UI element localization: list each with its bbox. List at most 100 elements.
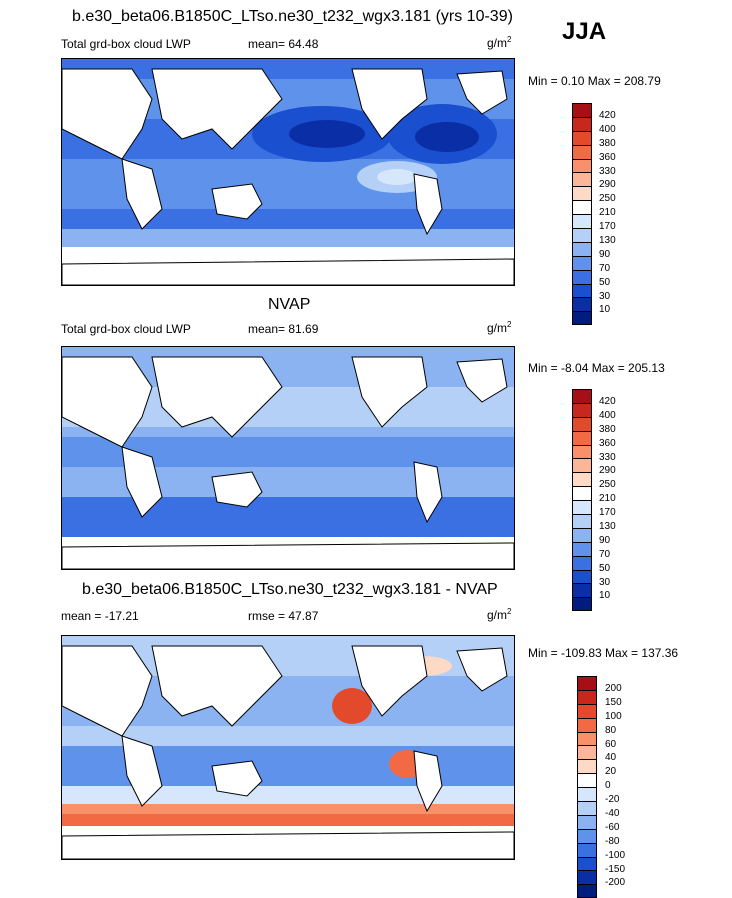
colorbar-segment — [572, 500, 592, 515]
colorbar-segment — [572, 158, 592, 173]
panel-3-map — [61, 635, 515, 860]
colorbar-tick-label: 380 — [599, 423, 616, 435]
colorbar-segment — [577, 745, 597, 760]
colorbar-segment — [572, 472, 592, 487]
colorbar-tick-label: 30 — [599, 290, 611, 302]
colorbar-tick-label: 200 — [605, 683, 622, 694]
panel-1-map — [61, 58, 515, 286]
colorbar-segment — [572, 458, 592, 473]
colorbar-segment — [577, 703, 597, 718]
colorbar-tick-label: 50 — [599, 562, 611, 574]
colorbar-segment — [572, 297, 592, 312]
colorbar-tick-label: 360 — [599, 151, 616, 163]
colorbar-segment — [572, 402, 592, 417]
colorbar-tick-label: -80 — [605, 835, 620, 847]
colorbar-tick-label: 130 — [599, 521, 616, 533]
panel-3-units: g/m2 — [487, 607, 512, 622]
colorbar-tick-label: 420 — [599, 396, 616, 407]
panel-3-title: b.e30_beta06.B1850C_LTso.ne30_t232_wgx3.… — [82, 581, 498, 598]
panel-3-colorbar-ticks: 200 150 100 80 60 40 20 0 -20 -40 -60 -80 -100 -150 -2… — [605, 682, 625, 890]
season-label: JJA — [562, 18, 607, 45]
panel-1-colorbar-ticks: 420 400 380 360 330 290 250 210 170 130 90 70 50 30 10 — [599, 109, 616, 317]
colorbar-segment — [577, 676, 597, 690]
colorbar-tick-label: 400 — [599, 123, 616, 135]
colorbar-segment — [577, 689, 597, 704]
colorbar-segment — [572, 144, 592, 159]
panel-2-min-max: Min = -8.04 Max = 205.13 — [528, 361, 665, 375]
colorbar-tick-label: 90 — [599, 534, 611, 546]
colorbar-tick-label: 360 — [599, 437, 616, 449]
panel-1-variable-label: Total grd-box cloud LWP — [61, 37, 191, 51]
colorbar-segment — [572, 228, 592, 242]
panel-3-map-svg — [62, 636, 514, 859]
colorbar-tick-label: 150 — [605, 696, 622, 708]
panel-3-min-max: Min = -109.83 Max = 137.36 — [528, 646, 679, 660]
panel-2-map-svg — [62, 347, 514, 569]
colorbar-segment — [577, 717, 597, 732]
panel-2-mean: mean= 81.69 — [248, 322, 319, 336]
panel-3-rmse: rmse = 47.87 — [248, 609, 319, 623]
colorbar-segment — [572, 103, 592, 117]
colorbar-segment — [572, 416, 592, 431]
panel-2-colorbar — [572, 389, 592, 612]
colorbar-segment — [572, 514, 592, 528]
colorbar-segment — [577, 787, 597, 802]
colorbar-segment — [577, 884, 597, 898]
colorbar-segment — [572, 172, 592, 187]
colorbar-segment — [572, 283, 592, 298]
colorbar-segment — [577, 814, 597, 829]
colorbar-segment — [572, 241, 592, 256]
colorbar-segment — [572, 269, 592, 284]
colorbar-segment — [572, 430, 592, 445]
colorbar-tick-label: 50 — [599, 276, 611, 288]
colorbar-segment — [572, 255, 592, 270]
colorbar-tick-label: 20 — [605, 766, 617, 778]
panel-1-colorbar — [572, 103, 592, 326]
colorbar-tick-label: 10 — [599, 590, 611, 602]
colorbar-segment — [577, 870, 597, 885]
colorbar-tick-label: 60 — [605, 738, 617, 750]
colorbar-segment — [572, 130, 592, 145]
colorbar-tick-label: -100 — [605, 849, 626, 861]
panel-1-min-max: Min = 0.10 Max = 208.79 — [528, 74, 661, 88]
colorbar-segment — [572, 486, 592, 501]
colorbar-segment — [572, 389, 592, 403]
panel-2-units: g/m2 — [487, 320, 512, 335]
panel-1-mean: mean= 64.48 — [248, 37, 319, 51]
colorbar-segment — [577, 842, 597, 857]
colorbar-tick-label: 30 — [599, 576, 611, 588]
colorbar-tick-label: 170 — [599, 507, 616, 519]
colorbar-tick-label: 70 — [599, 548, 611, 560]
colorbar-tick-label: 290 — [599, 465, 616, 477]
colorbar-segment — [572, 597, 592, 612]
colorbar-tick-label: 40 — [605, 752, 617, 764]
colorbar-segment — [572, 214, 592, 229]
colorbar-segment — [577, 856, 597, 871]
colorbar-tick-label: -20 — [605, 794, 620, 806]
colorbar-tick-label: 330 — [599, 451, 616, 463]
panel-1-units: g/m2 — [487, 35, 512, 50]
colorbar-tick-label: 0 — [605, 780, 611, 792]
colorbar-tick-label: 290 — [599, 179, 616, 191]
colorbar-tick-label: 100 — [605, 710, 622, 722]
panel-1-map-svg — [62, 59, 514, 285]
colorbar-segment — [572, 527, 592, 542]
colorbar-segment — [572, 583, 592, 598]
panel-2-variable-label: Total grd-box cloud LWP — [61, 322, 191, 336]
colorbar-segment — [577, 759, 597, 774]
colorbar-tick-label: 420 — [599, 110, 616, 121]
colorbar-tick-label: 250 — [599, 479, 616, 491]
colorbar-segment — [577, 828, 597, 843]
colorbar-tick-label: 210 — [599, 493, 616, 505]
colorbar-tick-label: -200 — [605, 877, 626, 889]
panel-2-map — [61, 346, 515, 570]
colorbar-segment — [572, 541, 592, 556]
colorbar-segment — [577, 731, 597, 746]
colorbar-tick-label: 80 — [605, 724, 617, 736]
colorbar-tick-label: 330 — [599, 165, 616, 177]
colorbar-segment — [572, 444, 592, 459]
colorbar-tick-label: 170 — [599, 221, 616, 233]
colorbar-tick-label: 90 — [599, 248, 611, 260]
colorbar-tick-label: 130 — [599, 235, 616, 247]
colorbar-tick-label: 400 — [599, 409, 616, 421]
